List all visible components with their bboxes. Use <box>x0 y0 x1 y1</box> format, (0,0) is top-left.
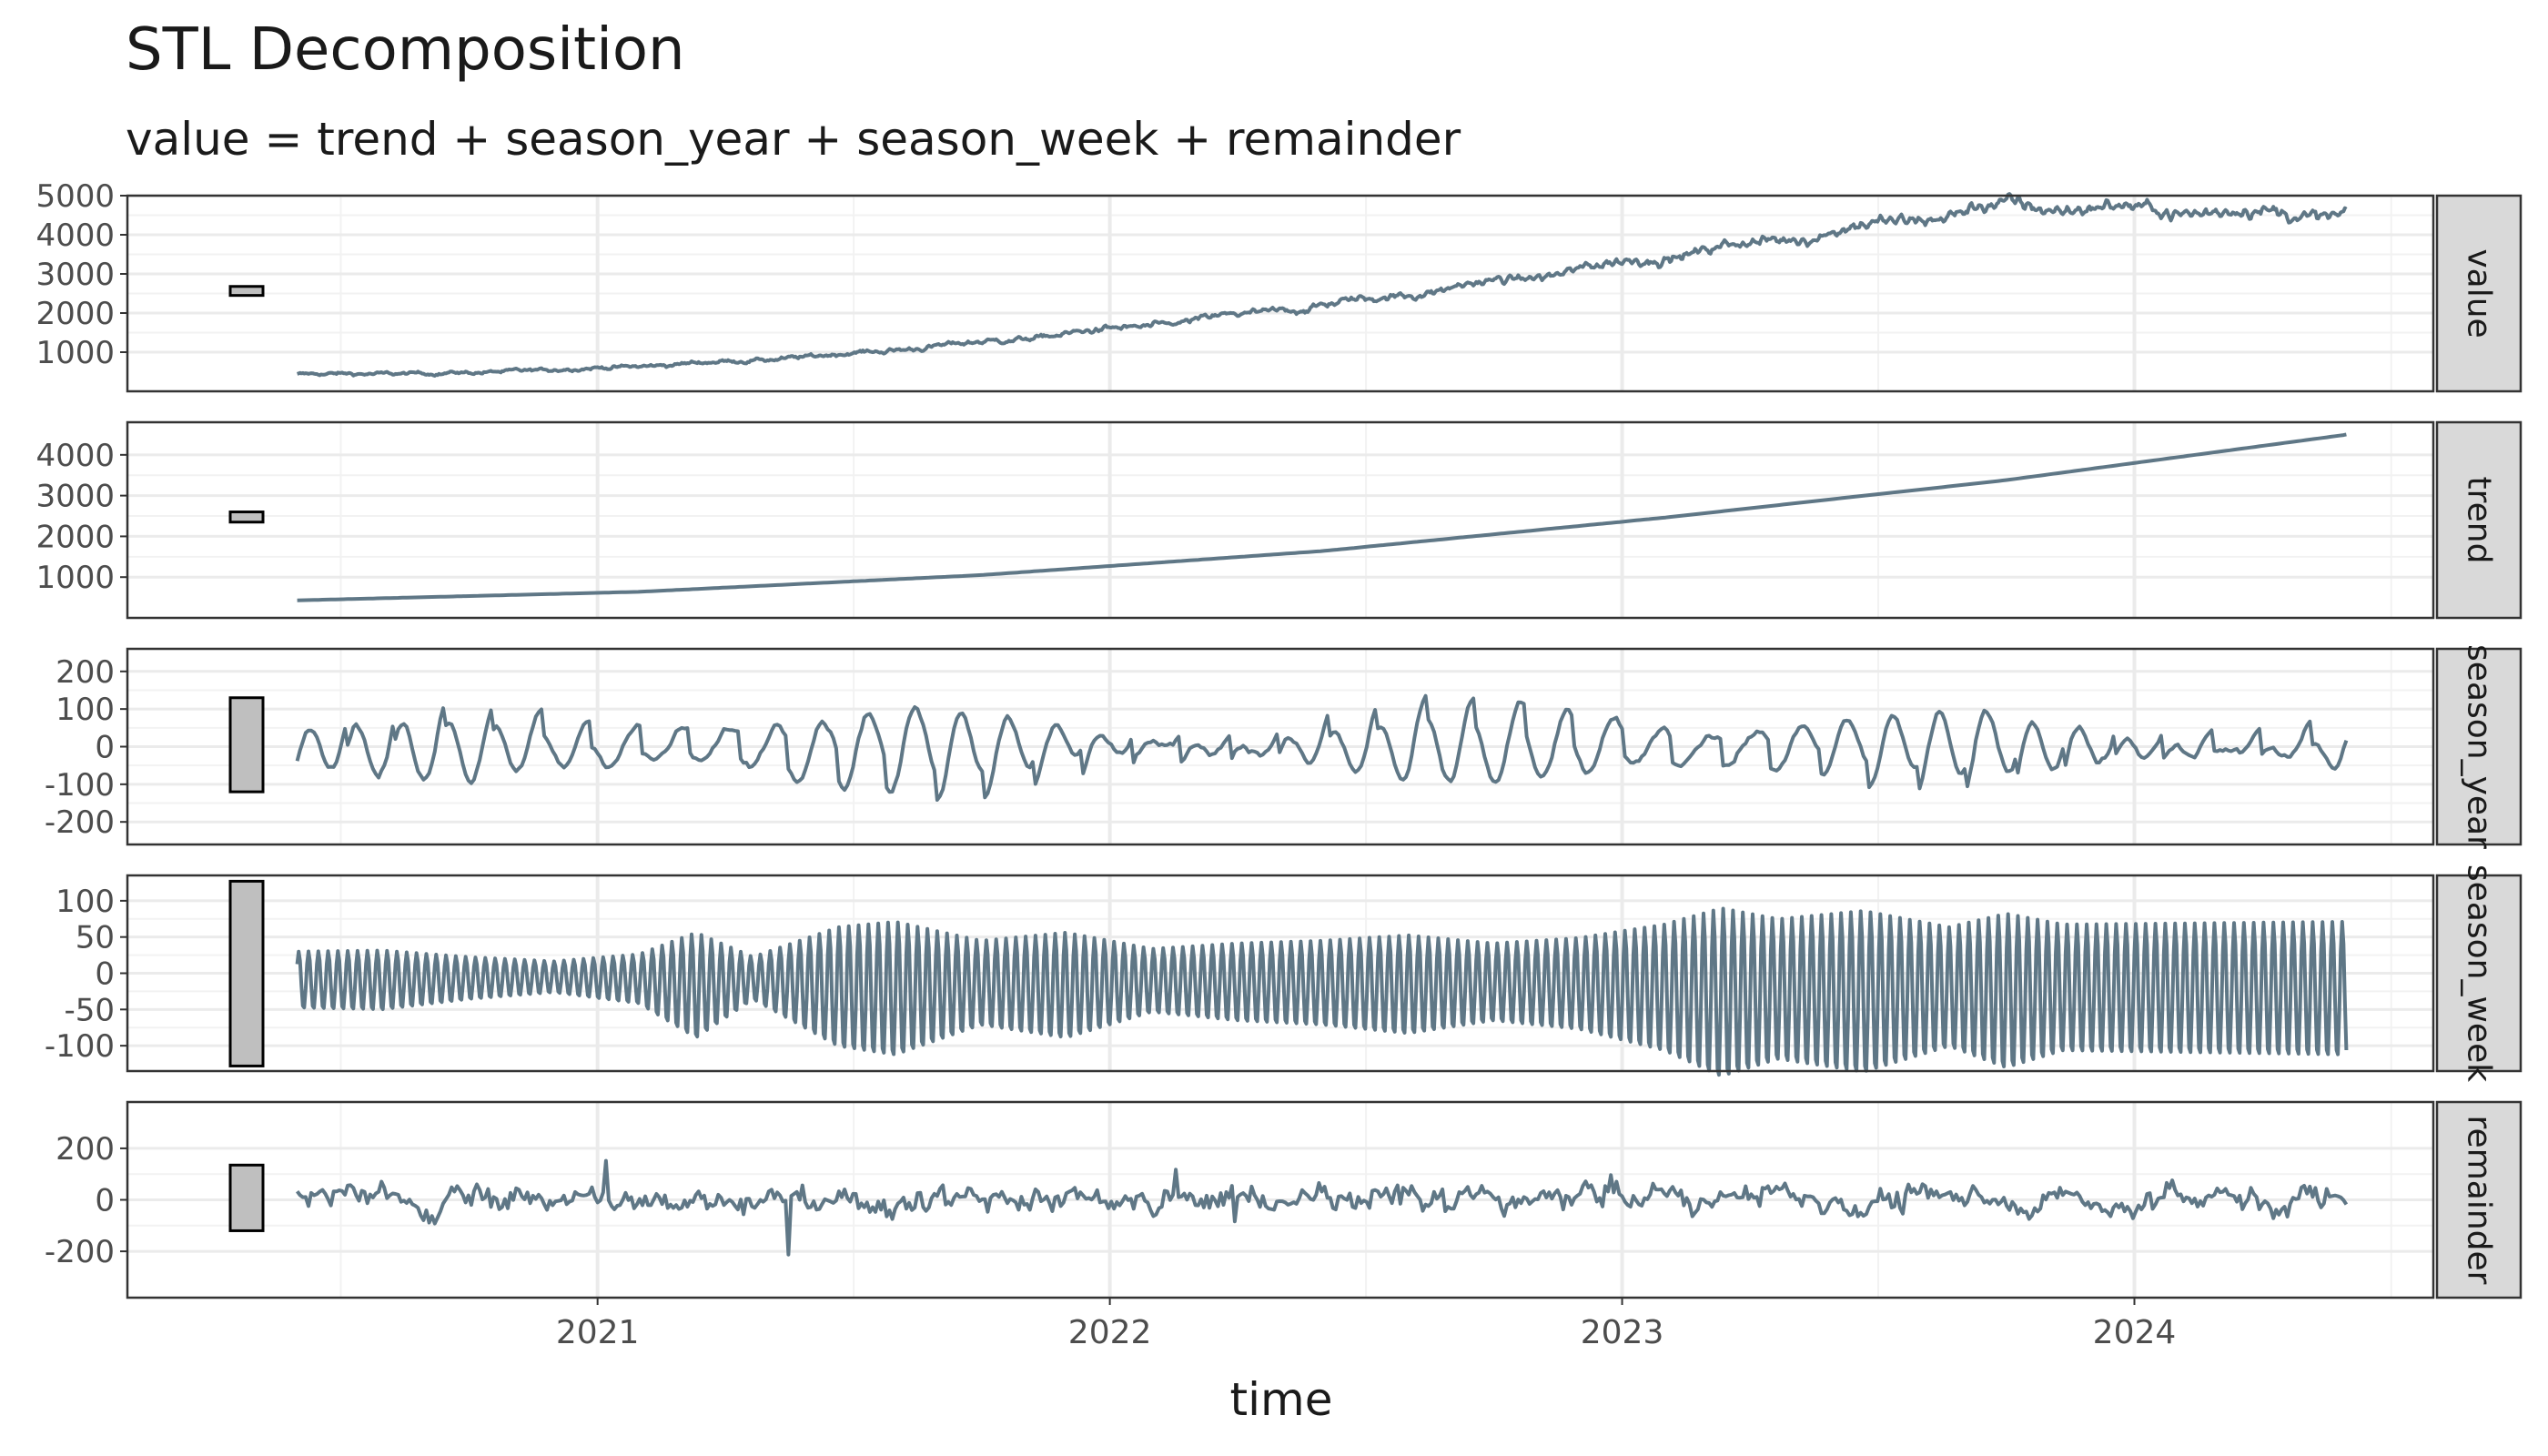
scale-bar <box>228 285 265 298</box>
y-tick-label: 200 <box>56 1131 115 1168</box>
y-tick-label: 200 <box>56 654 115 691</box>
panel-border <box>126 1100 2435 1299</box>
x-axis: 2021 2022 2023 2024 <box>556 1298 2176 1351</box>
series-line-remainder <box>296 1158 2349 1257</box>
y-tick-label: -100 <box>45 767 115 804</box>
y-tick-label: 2000 <box>35 519 115 555</box>
y-tick-label: 100 <box>56 884 115 920</box>
panel-border <box>126 420 2435 620</box>
y-tick-label: 3000 <box>35 257 115 293</box>
y-tick-label: 0 <box>95 730 115 766</box>
y-tick-label: -50 <box>64 992 115 1028</box>
y-tick-label: 100 <box>56 692 115 728</box>
series-line-season_year <box>295 693 2349 802</box>
facet-strip-label: season_week <box>2461 864 2498 1082</box>
scale-bar <box>228 696 265 794</box>
series-line-season_week <box>295 906 2349 1077</box>
x-tick-label: 2024 <box>2093 1314 2177 1351</box>
facet-strip-label: value <box>2461 248 2498 338</box>
facet-strip <box>2435 647 2523 846</box>
x-tick-label: 2021 <box>556 1314 640 1351</box>
y-tick-label: -200 <box>45 804 115 841</box>
scale-bar <box>228 1163 265 1232</box>
facet-strip <box>2435 194 2523 393</box>
panel-border <box>126 647 2435 846</box>
y-tick-label: -100 <box>45 1028 115 1065</box>
facet-strip-label: season_year <box>2461 644 2498 849</box>
facet-strip-label: remainder <box>2461 1116 2498 1285</box>
y-tick-label: 5000 <box>35 178 115 215</box>
series-line-trend <box>297 432 2347 602</box>
y-tick-label: -200 <box>45 1234 115 1270</box>
panel-background <box>127 422 2433 618</box>
series-line-value <box>297 192 2348 378</box>
y-tick-label: 50 <box>76 920 115 956</box>
chart-title: STL Decomposition <box>126 16 685 84</box>
y-tick-label: 2000 <box>35 296 115 332</box>
y-tick-label: 4000 <box>35 438 115 474</box>
y-tick-label: 0 <box>95 956 115 993</box>
y-tick-label: 1000 <box>35 335 115 371</box>
x-tick-label: 2022 <box>1068 1314 1152 1351</box>
scale-bar <box>228 511 265 524</box>
x-axis-title: time <box>1230 1373 1333 1426</box>
panels-group: 10002000300040005000value100020003000400… <box>35 178 2523 1299</box>
panel-border <box>126 194 2435 393</box>
facet-strip-label: trend <box>2461 477 2498 564</box>
facet-strip <box>2435 1100 2523 1299</box>
panel-remainder: -200 0 200 remainder <box>45 1100 2523 1299</box>
chart-subtitle: value = trend + season_year + season_wee… <box>126 113 1461 166</box>
y-tick-label: 3000 <box>35 479 115 515</box>
panel-trend: 1000 2000 3000 4000 trend <box>35 420 2523 620</box>
facet-strip <box>2435 420 2523 620</box>
scale-bar <box>228 879 265 1067</box>
facet-strip <box>2435 874 2523 1073</box>
y-tick-label: 0 <box>95 1183 115 1219</box>
x-tick-label: 2023 <box>1581 1314 1664 1351</box>
panel-border <box>126 874 2435 1073</box>
y-tick-label: 4000 <box>35 217 115 254</box>
y-tick-label: 1000 <box>35 560 115 596</box>
